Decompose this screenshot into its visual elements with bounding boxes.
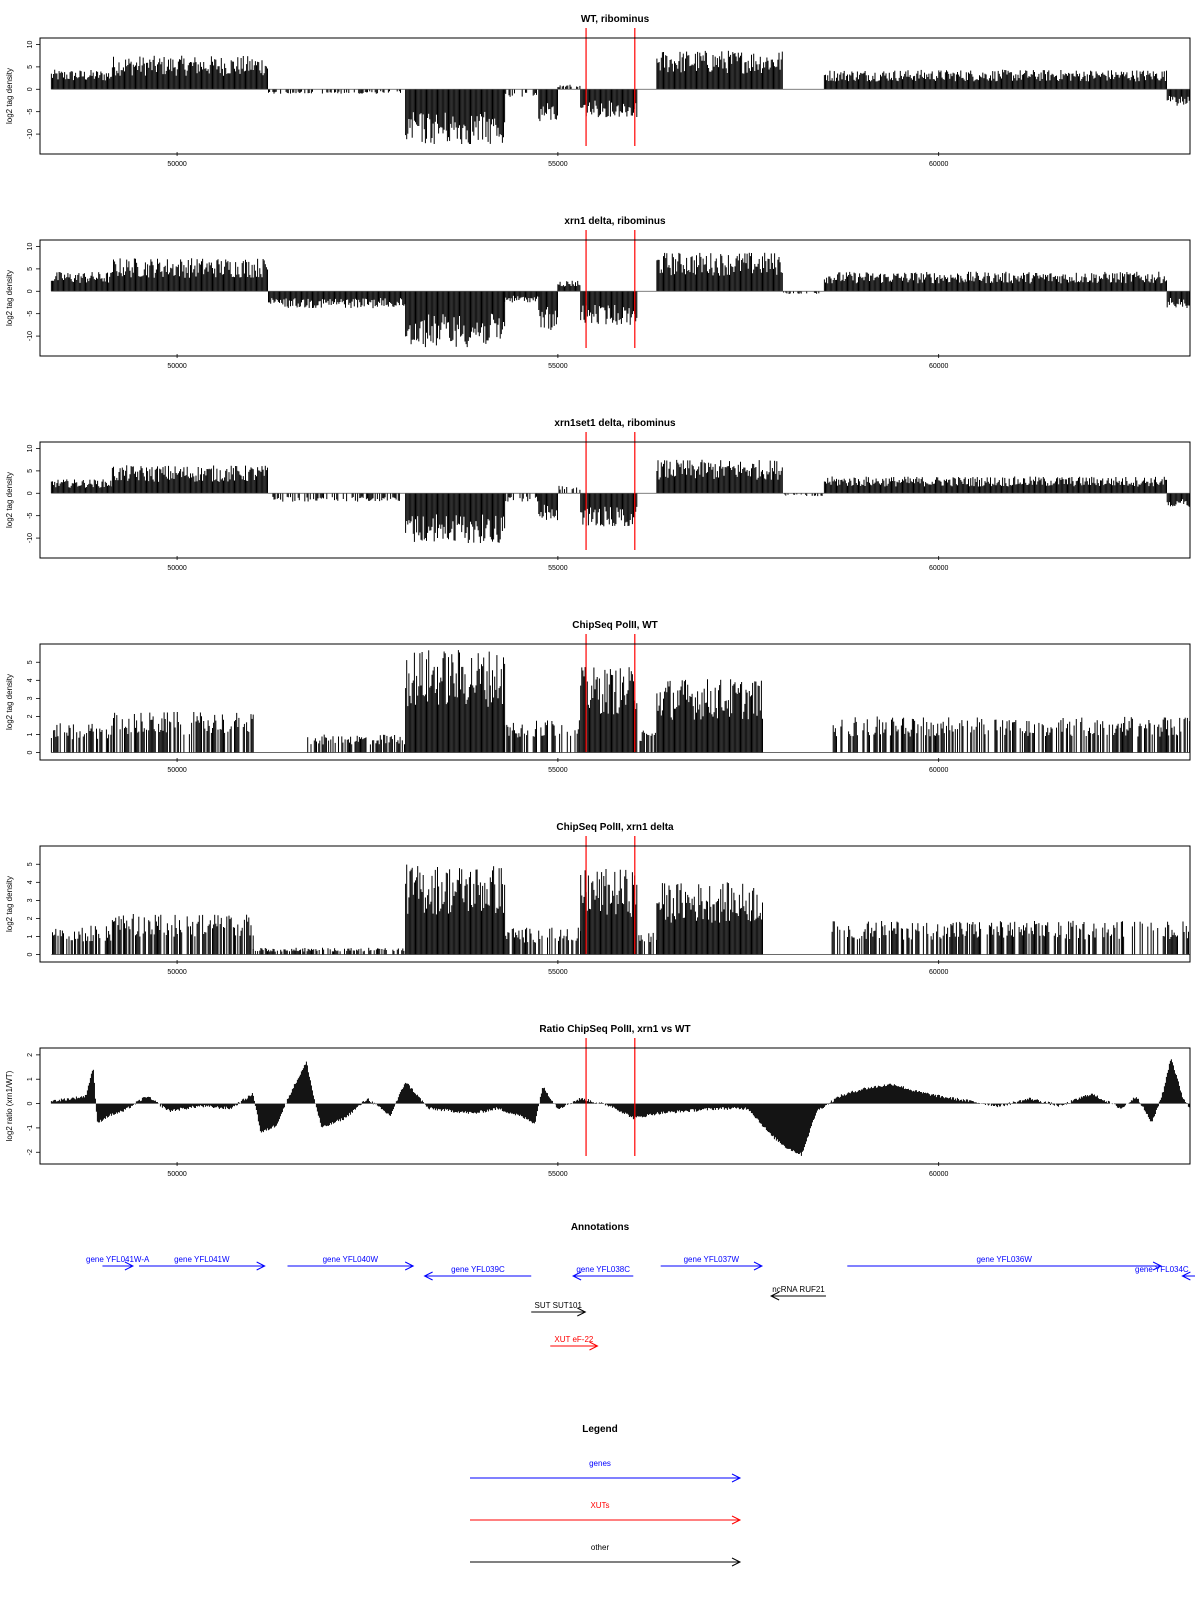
plot-frame xyxy=(39,239,1191,357)
y-tick-label: 0 xyxy=(27,491,34,495)
y-tick-label: 4 xyxy=(27,678,34,682)
y-tick-label: 0 xyxy=(27,751,34,755)
y-tick-label: 5 xyxy=(27,862,34,866)
x-tick-label: 60000 xyxy=(929,1171,949,1178)
y-tick-label: 0 xyxy=(27,953,34,957)
plot-frame xyxy=(39,441,1191,559)
x-tick-label: 50000 xyxy=(167,161,187,168)
plot-frame xyxy=(39,643,1191,761)
y-axis-label: log2 tag density xyxy=(5,876,14,932)
y-tick-label: 10 xyxy=(27,444,34,452)
data-bars xyxy=(50,252,1190,348)
chart-panel-1: WT, ribominus log2 tag density 10 5 0 -5 -10 50… xyxy=(5,14,1191,168)
y-tick-label: 10 xyxy=(27,40,34,48)
x-tick-label: 60000 xyxy=(929,363,949,370)
x-tick-label: 60000 xyxy=(929,969,949,976)
y-axis-label: log2 ratio (xrn1/WT) xyxy=(5,1070,14,1141)
x-tick-label: 60000 xyxy=(929,161,949,168)
y-tick-label: -5 xyxy=(27,108,34,114)
data-bars xyxy=(50,50,1190,144)
x-tick-label: 50000 xyxy=(167,363,187,370)
y-tick-label: 3 xyxy=(27,898,34,902)
x-tick-label: 55000 xyxy=(548,969,568,976)
x-tick-label: 60000 xyxy=(929,767,949,774)
y-tick-label: -1 xyxy=(27,1125,34,1131)
y-axis-label: log2 tag density xyxy=(5,68,14,124)
y-tick-label: 2 xyxy=(27,916,34,920)
y-tick-label: -5 xyxy=(27,512,34,518)
data-bars xyxy=(50,650,1191,753)
y-tick-label: 2 xyxy=(27,714,34,718)
y-tick-label: 5 xyxy=(27,267,34,271)
data-bars xyxy=(50,1059,1190,1156)
y-tick-label: 4 xyxy=(27,880,34,884)
y-tick-label: 1 xyxy=(27,1077,34,1081)
y-tick-label: 3 xyxy=(27,696,34,700)
y-tick-label: -10 xyxy=(27,533,34,543)
y-tick-label: -10 xyxy=(27,129,34,139)
chart-title: xrn1set1 delta, ribominus xyxy=(554,418,676,429)
x-tick-label: 50000 xyxy=(167,767,187,774)
y-tick-label: 0 xyxy=(27,1102,34,1106)
data-bars xyxy=(50,459,1190,543)
y-tick-label: 5 xyxy=(27,660,34,664)
chart-panel-6: Ratio ChipSeq PolII, xrn1 vs WT log2 rati… xyxy=(5,1024,1191,1178)
chart-panel-3: xrn1set1 delta, ribominus log2 tag densit… xyxy=(5,418,1191,572)
x-tick-label: 50000 xyxy=(167,969,187,976)
plot-frame xyxy=(39,845,1191,963)
y-tick-label: 1 xyxy=(27,934,34,938)
chart-title: WT, ribominus xyxy=(581,14,650,25)
x-tick-label: 55000 xyxy=(548,161,568,168)
y-axis-label: log2 tag density xyxy=(5,674,14,730)
x-tick-label: 55000 xyxy=(548,363,568,370)
chart-panel-5: ChipSeq PolII, xrn1 delta log2 tag densit… xyxy=(5,822,1191,976)
y-tick-label: 0 xyxy=(27,87,34,91)
y-tick-label: 5 xyxy=(27,469,34,473)
chart-panel-4: ChipSeq PolII, WT log2 tag density 5 4 3 2 1 0 5… xyxy=(5,620,1191,774)
x-tick-label: 50000 xyxy=(167,1171,187,1178)
x-tick-label: 50000 xyxy=(167,565,187,572)
chart-title: Ratio ChipSeq PolII, xrn1 vs WT xyxy=(539,1024,690,1035)
plot-frame xyxy=(39,37,1191,155)
x-tick-label: 55000 xyxy=(548,1171,568,1178)
y-tick-label: 2 xyxy=(27,1053,34,1057)
y-tick-label: 10 xyxy=(27,242,34,250)
y-tick-label: 5 xyxy=(27,65,34,69)
y-tick-label: -10 xyxy=(27,331,34,341)
y-tick-label: 0 xyxy=(27,289,34,293)
x-tick-label: 55000 xyxy=(548,767,568,774)
chart-panel-2: xrn1 delta, ribominus log2 tag density 10 5… xyxy=(5,216,1191,370)
y-axis-label: log2 tag density xyxy=(5,472,14,528)
x-tick-label: 55000 xyxy=(548,565,568,572)
x-tick-label: 60000 xyxy=(929,565,949,572)
y-tick-label: -5 xyxy=(27,310,34,316)
chart-title: ChipSeq PolII, xrn1 delta xyxy=(556,822,674,833)
chart-title: xrn1 delta, ribominus xyxy=(564,216,666,227)
chart-title: ChipSeq PolII, WT xyxy=(572,620,658,631)
y-tick-label: 1 xyxy=(27,732,34,736)
data-bars xyxy=(52,864,1189,955)
y-axis-label: log2 tag density xyxy=(5,270,14,326)
y-tick-label: -2 xyxy=(27,1149,34,1155)
